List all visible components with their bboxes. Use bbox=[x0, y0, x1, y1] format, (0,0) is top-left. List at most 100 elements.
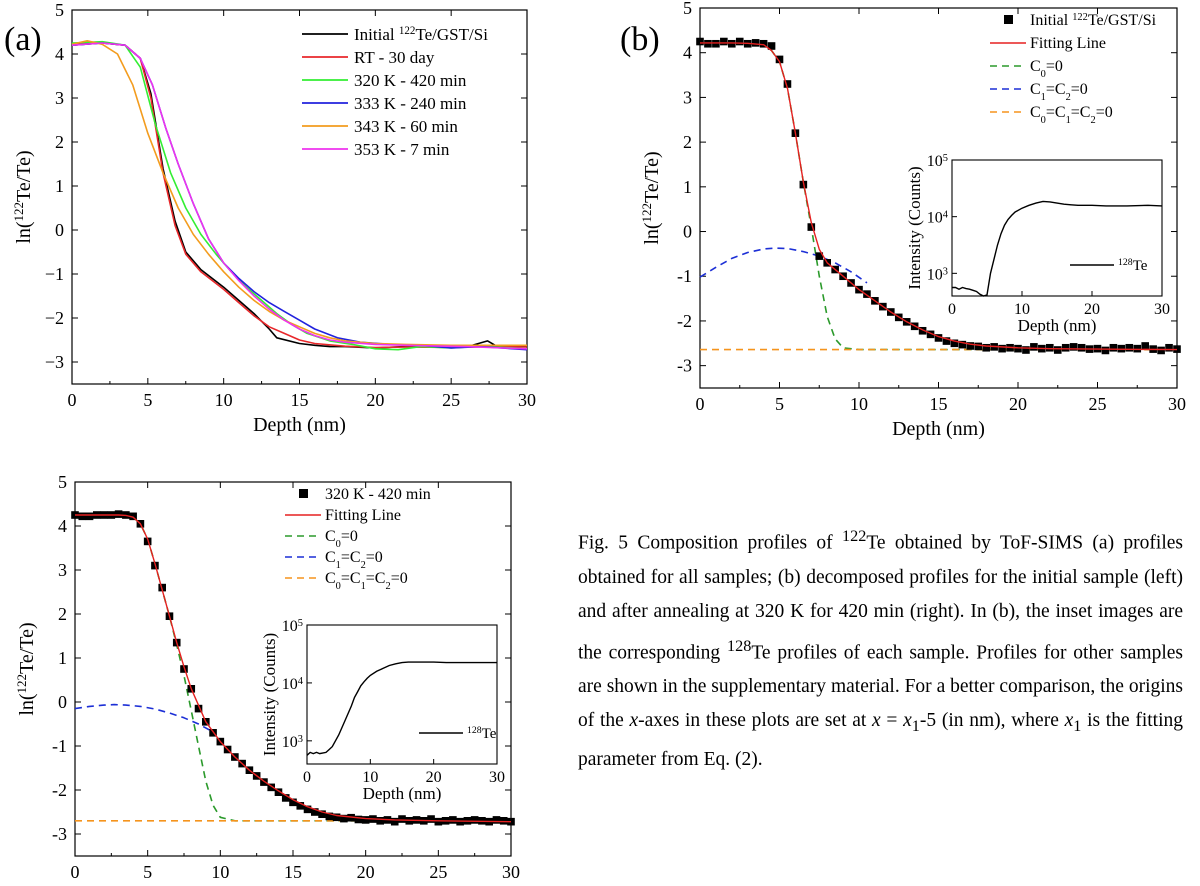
x-tick-label: 0 bbox=[68, 390, 77, 410]
y-tick-label: -1 bbox=[677, 266, 692, 286]
caption-italic: x bbox=[872, 710, 881, 731]
inset-y-tick-label-part: 10 bbox=[927, 210, 943, 227]
legend-marker bbox=[299, 489, 308, 498]
data-point bbox=[1141, 342, 1149, 350]
y-tick-label: 1 bbox=[683, 177, 692, 197]
legend-label-part: Fitting Line bbox=[1030, 35, 1106, 52]
inset-y-tick-label-part: 10 bbox=[927, 266, 943, 283]
y-tick-label: -1 bbox=[52, 736, 67, 756]
inset-y-tick-label: 104 bbox=[927, 209, 949, 227]
legend-label-part: 2 bbox=[385, 581, 390, 592]
caption-italic: x bbox=[903, 710, 912, 731]
caption-italic: x bbox=[1064, 710, 1074, 731]
data-point bbox=[696, 37, 704, 46]
x-tick-label: 0 bbox=[696, 394, 705, 414]
legend-label-part: =0 bbox=[1046, 58, 1063, 75]
legend-label-part: =C bbox=[1046, 81, 1066, 98]
x-tick-label: 15 bbox=[284, 862, 302, 882]
data-point bbox=[1101, 346, 1110, 355]
x-tick-label: 30 bbox=[502, 862, 520, 882]
y-axis-label: ln(122Te/Te) bbox=[14, 622, 39, 715]
y-axis-label-part: Te/Te) bbox=[16, 622, 38, 674]
legend-label-part: 0 bbox=[1041, 115, 1046, 126]
data-point bbox=[85, 512, 94, 521]
y-tick-label: 2 bbox=[58, 604, 67, 624]
fit-line bbox=[75, 514, 512, 823]
inset-x-tick-label: 0 bbox=[948, 301, 956, 318]
data-point bbox=[449, 816, 457, 824]
data-point bbox=[296, 802, 305, 810]
y-tick-label: −1 bbox=[45, 264, 64, 284]
data-point bbox=[1053, 346, 1062, 354]
y-tick-label: 3 bbox=[58, 560, 67, 580]
x-tick-label: 5 bbox=[143, 390, 152, 410]
legend-label: C0=0 bbox=[325, 528, 358, 550]
data-point bbox=[1022, 346, 1030, 354]
data-point bbox=[274, 788, 283, 796]
data-point bbox=[129, 512, 137, 521]
inset-y-tick-label: 103 bbox=[282, 733, 303, 751]
legend-label-part: 1 bbox=[361, 581, 366, 592]
legend-label: C1=C2=0 bbox=[1030, 81, 1088, 103]
legend-label-part: 1 bbox=[336, 560, 341, 571]
y-axis-label-part: Te/Te) bbox=[641, 151, 663, 203]
caption-sup: 122 bbox=[841, 527, 867, 545]
inset-y-tick-label-part: 3 bbox=[943, 266, 948, 277]
inset-legend-label-part: 128 bbox=[467, 725, 482, 736]
y-tick-label: 4 bbox=[55, 44, 64, 64]
data-point bbox=[807, 223, 816, 231]
panel-label-b: (b) bbox=[620, 21, 660, 58]
legend-label-part: 2 bbox=[361, 560, 366, 571]
legend-label: Fitting Line bbox=[1030, 35, 1106, 52]
fit-line bbox=[700, 42, 1178, 351]
data-point bbox=[303, 805, 312, 814]
data-point bbox=[376, 817, 384, 825]
y-tick-label: 3 bbox=[683, 87, 692, 107]
data-point bbox=[267, 783, 275, 792]
legend-label-part: Initial bbox=[1030, 12, 1072, 29]
inset-y-tick-label: 103 bbox=[927, 266, 948, 284]
legend-label-part: =0 bbox=[366, 549, 383, 566]
y-axis-label-part: ln( bbox=[641, 222, 663, 245]
legend-label-part: C bbox=[325, 549, 336, 566]
legend-marker bbox=[1004, 15, 1013, 24]
y-tick-label: 1 bbox=[58, 648, 67, 668]
legend-label-part: =C bbox=[341, 549, 361, 566]
caption-sub: 1 bbox=[1073, 716, 1082, 735]
x-tick-label: 5 bbox=[143, 862, 152, 882]
data-point bbox=[1061, 343, 1070, 352]
legend-label-part: =0 bbox=[341, 528, 358, 545]
figure-caption: Fig. 5 Composition profiles of 122Te obt… bbox=[578, 519, 1183, 777]
legend-label-part: 122 bbox=[399, 25, 416, 37]
component-line-1 bbox=[699, 247, 868, 284]
y-tick-label: −2 bbox=[45, 308, 64, 328]
x-tick-label: 0 bbox=[71, 862, 80, 882]
legend-label-part: =C bbox=[341, 570, 361, 587]
inset-series-line bbox=[952, 200, 1163, 297]
data-point bbox=[1157, 346, 1165, 355]
y-axis-label-part: 122 bbox=[14, 674, 29, 694]
y-tick-label: 5 bbox=[58, 472, 67, 492]
legend-label-part: Fitting Line bbox=[325, 507, 401, 524]
legend-label-part: =C bbox=[366, 570, 386, 587]
inset-y-tick-label: 105 bbox=[282, 618, 303, 636]
inset-x-label: Depth (nm) bbox=[1018, 316, 1097, 335]
data-point bbox=[1069, 343, 1078, 351]
x-tick-label: 10 bbox=[215, 390, 233, 410]
caption-italic: x bbox=[629, 710, 639, 731]
data-point bbox=[311, 808, 319, 816]
legend-label-part: C bbox=[1030, 104, 1041, 121]
data-point bbox=[1165, 343, 1173, 352]
data-point bbox=[751, 39, 760, 47]
legend-label-part: 0 bbox=[336, 581, 341, 592]
y-tick-label: -2 bbox=[52, 780, 67, 800]
x-tick-label: 25 bbox=[1089, 394, 1107, 414]
x-tick-label: 15 bbox=[930, 394, 948, 414]
caption-text: -5 (in nm), where bbox=[919, 710, 1065, 731]
legend-label-part: 2 bbox=[1090, 115, 1095, 126]
y-tick-label: -2 bbox=[677, 311, 692, 331]
y-tick-label: −3 bbox=[45, 352, 64, 372]
inset-series-line bbox=[306, 661, 497, 756]
inset-y-tick-label-part: 4 bbox=[298, 675, 304, 686]
